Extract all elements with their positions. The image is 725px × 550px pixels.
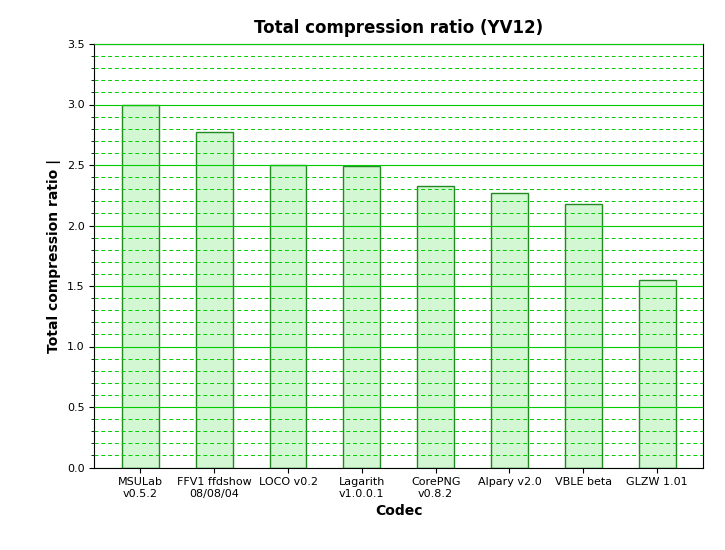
Y-axis label: Total compression ratio |: Total compression ratio |	[47, 159, 61, 353]
Bar	[417, 185, 454, 467]
Bar	[639, 280, 676, 468]
Bar	[196, 133, 233, 468]
Bar	[344, 166, 381, 468]
Bar	[270, 165, 307, 468]
Bar	[565, 204, 602, 468]
Bar	[491, 193, 528, 468]
Bar	[122, 104, 159, 467]
X-axis label: Codec: Codec	[375, 504, 423, 519]
Title: Total compression ratio (YV12): Total compression ratio (YV12)	[254, 19, 543, 37]
